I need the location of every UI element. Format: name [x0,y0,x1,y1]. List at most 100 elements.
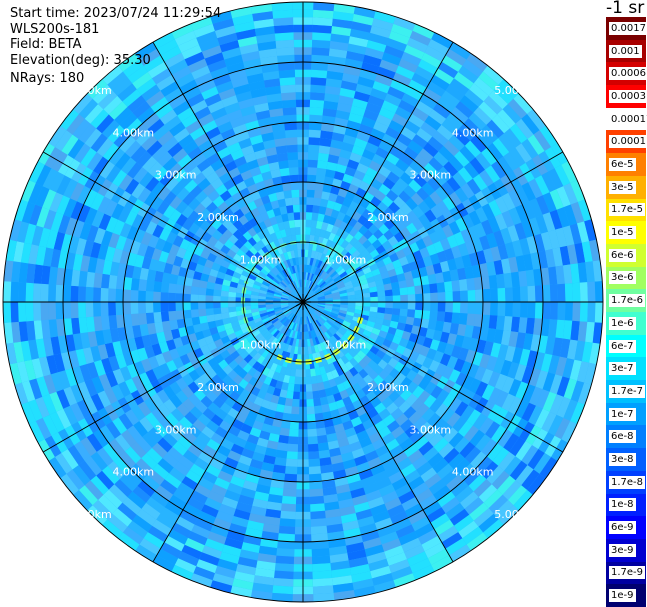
beta-cell [285,137,298,146]
beta-cell [255,110,271,121]
beta-cell [357,215,368,226]
beta-cell [100,302,109,317]
beta-cell [212,363,223,375]
beta-cell [273,303,281,307]
beta-cell [323,214,331,224]
beta-cell [557,283,566,302]
beta-cell [318,145,331,155]
beta-cell [312,9,334,19]
beta-cell [488,494,508,514]
beta-cell [272,277,280,285]
beta-cell [387,235,399,247]
beta-cell [295,338,300,347]
beta-cell [564,283,573,302]
beta-cell [192,172,206,185]
beta-cell [326,161,338,171]
beta-cell [272,176,283,186]
beta-cell [335,341,344,350]
beta-cell [393,16,416,31]
beta-cell [234,266,244,275]
beta-cell [287,152,298,161]
beta-cell [315,309,323,316]
beta-cell [318,389,327,398]
beta-cell [334,476,349,487]
beta-cell [253,280,262,287]
beta-cell [237,314,246,321]
beta-cell [418,377,431,391]
beta-cell [283,309,291,316]
beta-cell [344,361,354,371]
beta-cell [481,461,499,480]
beta-cell [366,40,387,53]
beta-cell [152,68,172,85]
beta-cell [347,43,367,55]
beta-cell [228,296,236,302]
beta-cell [391,281,400,290]
beta-cell [194,517,214,532]
beta-cell [475,289,483,302]
beta-cell [395,413,409,427]
beta-cell [87,331,98,348]
beta-cell [217,121,233,134]
beta-cell [335,330,344,339]
beta-cell [333,392,343,402]
beta-cell [457,267,467,281]
beta-cell [319,325,327,334]
beta-cell [374,420,387,432]
beta-cell [429,310,438,321]
beta-cell [328,328,336,336]
beta-cell [518,317,528,334]
beta-cell [371,18,394,31]
beta-cell [259,124,273,135]
beta-cell [390,407,404,421]
beta-cell [342,197,353,208]
beta-cell [393,451,408,465]
beta-cell [296,280,300,288]
beta-cell [390,511,409,525]
beta-cell [251,311,260,317]
beta-cell [455,217,468,232]
beta-cell [13,341,25,363]
beta-cell [340,513,358,524]
beta-cell [267,289,275,294]
beta-cell [541,411,557,433]
beta-cell [465,240,476,255]
beta-cell [333,202,343,212]
beta-cell [272,266,280,275]
center-hub-line [302,301,311,307]
beta-cell [168,59,188,75]
beta-cell [513,93,533,114]
beta-cell [147,161,163,177]
beta-cell [339,389,349,400]
beta-cell [443,427,459,443]
beta-cell [373,580,396,594]
beta-cell [325,305,333,309]
beta-cell [505,287,513,302]
beta-cell [188,393,201,407]
beta-cell [384,497,402,511]
beta-cell [592,322,603,344]
beta-cell [306,331,310,340]
beta-cell [141,334,152,348]
beta-cell [18,262,29,283]
beta-cell [490,246,502,262]
beta-cell [310,69,328,79]
beta-cell [3,260,14,282]
beta-cell [475,302,483,315]
beta-cell [332,294,341,298]
beta-cell [414,285,423,295]
beta-cell [423,446,439,462]
beta-cell [354,289,363,295]
beta-cell [119,451,136,469]
beta-cell [378,212,390,224]
beta-cell [385,295,393,302]
beta-cell [388,201,401,214]
beta-cell [130,302,139,314]
beta-cell [321,123,335,133]
beta-cell [311,62,329,71]
beta-cell [348,36,369,48]
beta-cell [29,204,43,226]
beta-cell [400,376,413,389]
beta-cell [173,488,191,504]
beta-cell [454,150,470,167]
